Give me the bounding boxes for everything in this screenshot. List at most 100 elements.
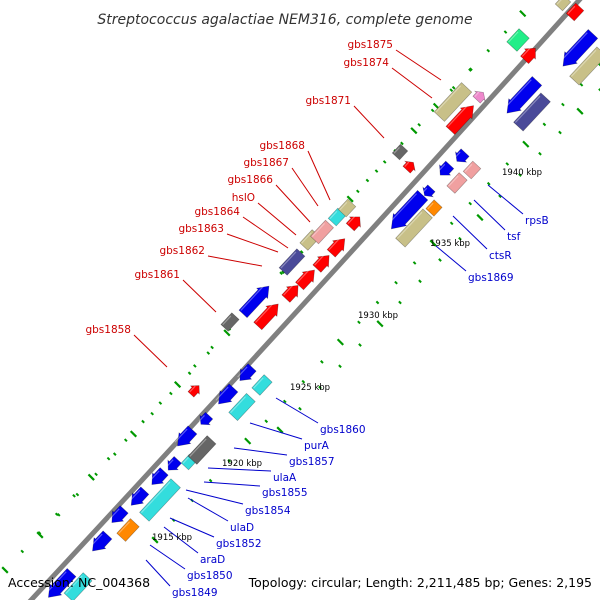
- gene-label-hslO: hslO: [232, 192, 255, 204]
- gene-label-gbs1868: gbs1868: [259, 140, 305, 152]
- gene-shape: [472, 90, 486, 104]
- gene-highlight: [329, 210, 338, 220]
- gene-highlight: [339, 201, 348, 211]
- tick-mark: [151, 536, 159, 544]
- gene-shape: [278, 248, 306, 276]
- gene-tsf-block: [446, 172, 468, 194]
- gene-highlight: [559, 32, 588, 63]
- gene-highlight: [253, 377, 264, 389]
- tick-mark: [519, 9, 527, 18]
- tick-mark: [449, 221, 454, 226]
- gene-label-gbs1858: gbs1858: [85, 324, 131, 336]
- tick-mark: [94, 472, 98, 477]
- gene-shape: [111, 505, 129, 523]
- gene-shape: [402, 160, 416, 174]
- tick-mark: [376, 320, 384, 328]
- tick-mark: [336, 338, 344, 346]
- scale-label: 1925 kbp: [290, 383, 330, 393]
- tick-mark: [449, 88, 454, 93]
- gene-red-fwd: [312, 254, 330, 273]
- gene-shape: [151, 467, 169, 485]
- gene-olive-top: [554, 0, 572, 12]
- gene-shape: [554, 0, 572, 12]
- gene-label-gbs1854: gbs1854: [245, 505, 291, 517]
- leader-line-gbs1866: [275, 184, 311, 223]
- tick-mark: [503, 30, 508, 34]
- leader-line-gbs1863: [226, 233, 279, 253]
- gene-blue-rev: [437, 160, 455, 176]
- gene-red-fwd: [520, 47, 536, 65]
- tick-mark: [486, 48, 491, 53]
- tick-mark: [522, 140, 530, 148]
- gene-label-gbs1857: gbs1857: [289, 456, 335, 468]
- gene-shape: [462, 160, 482, 180]
- gene-red-fwd: [402, 160, 416, 174]
- gene-highlight: [280, 251, 297, 269]
- gene-shape: [445, 105, 474, 135]
- gene-red-fwd: [326, 237, 346, 258]
- gene-label-gbs1850: gbs1850: [187, 570, 233, 582]
- gene-highlight: [448, 175, 459, 187]
- gene-label-gbs1852: gbs1852: [216, 538, 262, 550]
- gene-highlight: [296, 269, 310, 283]
- tick-mark: [75, 492, 80, 497]
- leader-line-gbs1862: [207, 255, 263, 267]
- tick-mark: [37, 531, 42, 535]
- genome-summary-text: Topology: circular; Length: 2,211,485 bp…: [248, 575, 592, 590]
- gene-shape: [345, 216, 361, 232]
- gene-blue-rev: [109, 505, 129, 523]
- gene-shape: [139, 478, 181, 522]
- accession-text: Accession: NC_004368: [8, 575, 150, 590]
- gene-shape: [395, 208, 433, 248]
- tick-mark: [206, 351, 211, 355]
- gene-shape: [238, 285, 270, 319]
- gene-red-fwd: [253, 303, 279, 331]
- tick-mark: [299, 250, 304, 254]
- gene-highlight: [301, 232, 312, 244]
- tick-mark: [468, 68, 472, 72]
- tick-mark: [36, 531, 44, 539]
- gene-features: [45, 0, 600, 600]
- leader-line-ctsR: [452, 215, 488, 250]
- label-leader-lines: [133, 49, 524, 587]
- gene-green-block: [506, 28, 530, 52]
- backbone-line: [27, 0, 583, 600]
- gene-shape: [116, 518, 140, 542]
- tick-mark: [579, 82, 584, 87]
- gene-shape: [569, 46, 600, 86]
- leader-line-gbs1875: [395, 49, 442, 81]
- leader-line-gbs1869: [435, 245, 467, 272]
- gene-shape: [310, 219, 334, 245]
- scale-label: 1935 kbp: [430, 239, 470, 249]
- leader-line-gbs1854: [185, 489, 244, 505]
- leader-line-gbs1874: [391, 67, 433, 99]
- gene-label-gbs1863: gbs1863: [178, 223, 224, 235]
- tick-mark: [438, 258, 442, 262]
- gene-shape: [562, 29, 599, 67]
- leader-line-tsf: [473, 199, 506, 231]
- tick-mark: [538, 151, 542, 156]
- leader-line-gbs1857: [233, 447, 288, 456]
- tick-mark: [542, 122, 547, 127]
- gene-highlight: [447, 104, 469, 128]
- gene-gbs1857-block: [174, 425, 198, 447]
- gene-olive-rev: [569, 46, 600, 86]
- gene-gbs1874-block: [433, 82, 473, 122]
- gene-shape: [506, 76, 543, 114]
- gene-shape: [92, 530, 113, 552]
- gene-highlight: [314, 254, 325, 266]
- gene-label-gbs1875: gbs1875: [347, 39, 393, 51]
- map-title: Streptococcus agalactiae NEM316, complet…: [97, 12, 472, 28]
- gene-label-gbs1862: gbs1862: [159, 245, 205, 257]
- gene-highlight: [387, 193, 418, 225]
- leader-line-ulaA: [207, 467, 272, 472]
- gene-shape: [253, 303, 279, 331]
- leader-line-gbs1867: [291, 167, 319, 207]
- gene-shape: [326, 238, 346, 258]
- gene-highlight: [198, 415, 205, 422]
- gene-shape: [177, 425, 198, 447]
- gene-blue-rev: [237, 363, 257, 381]
- scale-label: 1915 kbp: [152, 533, 192, 543]
- gene-gbs1867-block: [337, 198, 357, 218]
- gene-highlight: [437, 163, 446, 173]
